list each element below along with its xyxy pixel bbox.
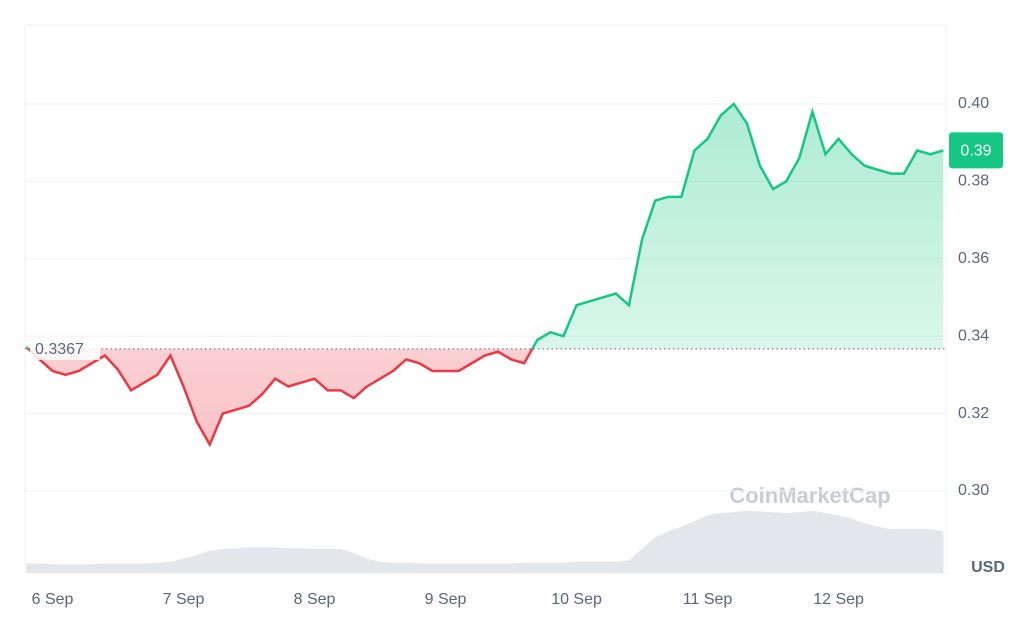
- y-tick-label: 0.38: [958, 173, 989, 190]
- y-tick-label: 0.40: [958, 95, 989, 112]
- x-tick-label: 9 Sep: [425, 591, 467, 608]
- volume-area: [26, 510, 944, 573]
- x-tick-label: 8 Sep: [294, 591, 336, 608]
- area-up: [26, 103, 944, 349]
- baseline-label-bg: [30, 337, 100, 360]
- x-tick-label: 7 Sep: [163, 591, 205, 608]
- current-price-tag: [949, 132, 1003, 169]
- x-tick-label: 6 Sep: [32, 591, 74, 608]
- x-tick-label: 12 Sep: [813, 591, 864, 608]
- area-down: [26, 348, 944, 445]
- y-tick-label: 0.32: [958, 405, 989, 422]
- y-tick-label: 0.34: [958, 327, 989, 344]
- y-tick-label: 0.36: [958, 250, 989, 267]
- price-line-down: [26, 348, 534, 448]
- x-tick-label: 10 Sep: [551, 591, 602, 608]
- x-tick-label: 11 Sep: [683, 591, 733, 608]
- current-price-label: 0.39: [960, 143, 991, 160]
- currency-label: USD: [971, 559, 1005, 576]
- baseline-label: 0.3367: [35, 341, 84, 358]
- watermark: CoinMarketCap: [729, 483, 890, 508]
- y-tick-label: 0.30: [958, 482, 989, 499]
- price-line-up: [25, 102, 944, 349]
